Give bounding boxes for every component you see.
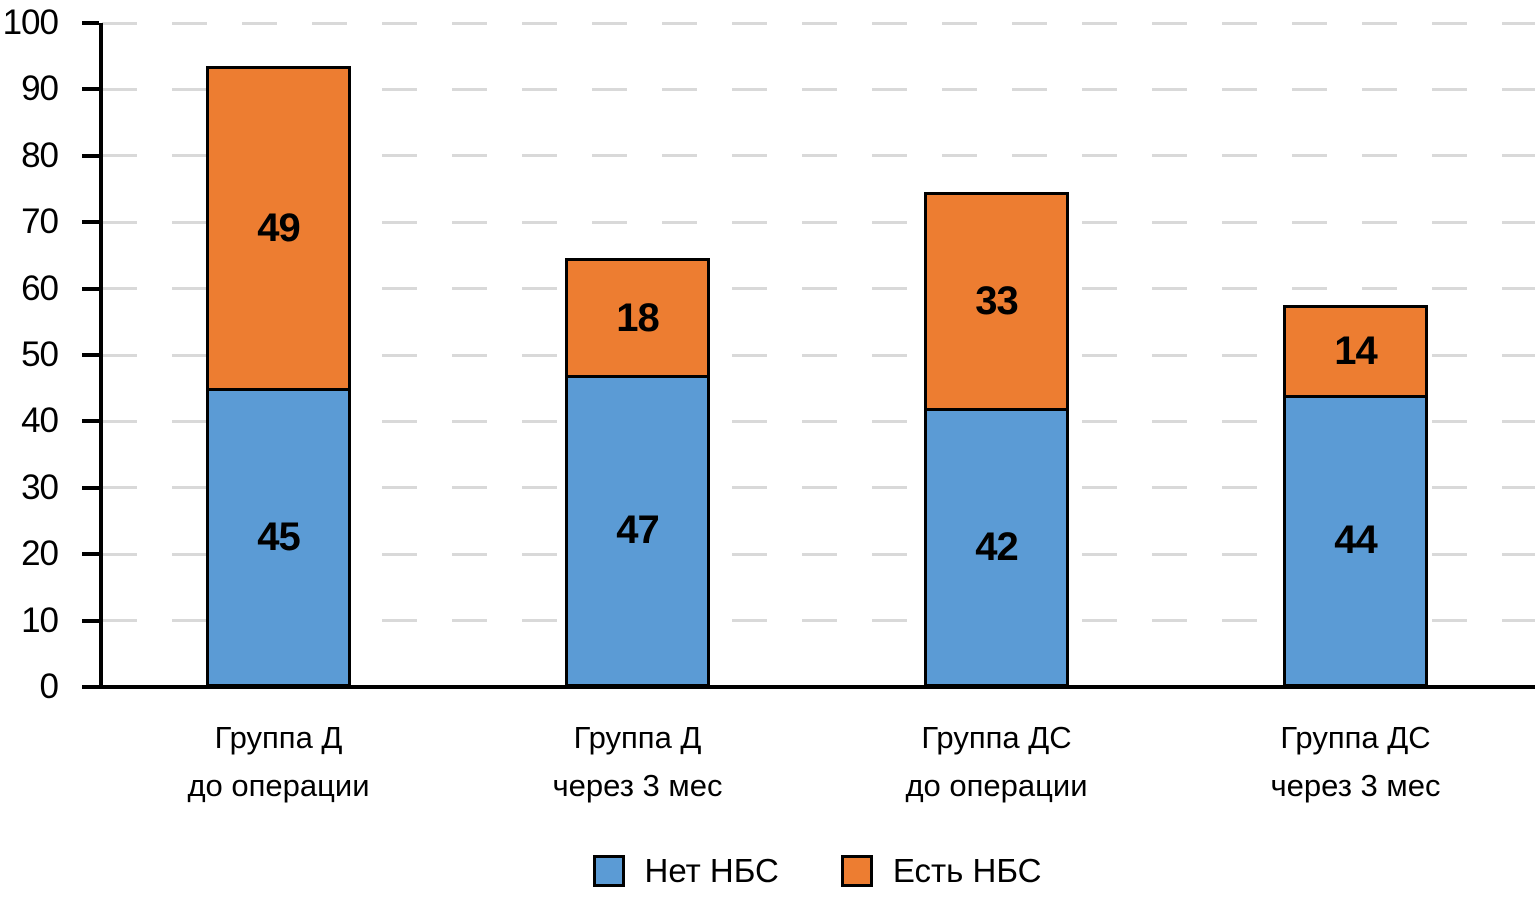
y-axis-label: 100 bbox=[2, 3, 59, 42]
x-axis-category-label: Группа Д до операции bbox=[187, 720, 370, 803]
bar-value-label: 47 bbox=[616, 508, 659, 553]
gridline-70 bbox=[102, 220, 1535, 224]
y-axis-tick bbox=[82, 618, 99, 623]
y-axis-label: 90 bbox=[21, 69, 59, 109]
y-axis-label: 0 bbox=[39, 667, 59, 706]
y-axis-tick bbox=[82, 353, 99, 357]
y-axis-tick bbox=[82, 552, 99, 557]
bar-value-label: 45 bbox=[257, 515, 300, 560]
bar-value-label: 18 bbox=[616, 295, 659, 340]
bar-4-segment-2: 14 bbox=[1283, 304, 1428, 398]
x-axis-category-label: Группа ДС до операции bbox=[905, 720, 1088, 803]
y-axis-label: 80 bbox=[21, 135, 59, 175]
y-axis-tick bbox=[82, 87, 99, 92]
y-axis-label: 70 bbox=[21, 202, 59, 242]
bar-value-label: 42 bbox=[975, 525, 1018, 570]
gridline-90 bbox=[102, 87, 1535, 91]
bar-value-label: 14 bbox=[1334, 328, 1377, 373]
gridline-30 bbox=[102, 486, 1535, 490]
y-axis-tick bbox=[82, 419, 99, 424]
y-axis-tick bbox=[82, 153, 99, 158]
y-axis-label: 40 bbox=[21, 401, 59, 441]
y-axis-label: 30 bbox=[21, 467, 59, 507]
bar-1-segment-2: 49 bbox=[206, 65, 351, 392]
legend-swatch-blue-icon bbox=[592, 855, 625, 887]
y-axis-tick bbox=[82, 685, 99, 689]
y-axis-label: 10 bbox=[21, 600, 59, 640]
legend-item-net-nbs: Нет НБС bbox=[592, 852, 779, 890]
gridline-20 bbox=[102, 552, 1535, 556]
gridline-80 bbox=[102, 154, 1535, 158]
gridline-40 bbox=[102, 419, 1535, 423]
bar-3-segment-2: 33 bbox=[924, 192, 1069, 412]
x-axis-line bbox=[99, 685, 1535, 689]
y-axis-label: 50 bbox=[21, 335, 59, 374]
legend-swatch-orange-icon bbox=[840, 855, 873, 887]
y-axis-tick bbox=[82, 21, 99, 25]
y-axis-line bbox=[99, 23, 103, 689]
bar-value-label: 49 bbox=[257, 206, 300, 250]
chart-legend: Нет НБС Есть НБС bbox=[99, 852, 1535, 890]
bar-3-segment-1: 42 bbox=[924, 408, 1069, 687]
y-axis-tick bbox=[82, 220, 99, 225]
legend-label: Нет НБС bbox=[644, 852, 779, 889]
bar-value-label: 33 bbox=[975, 279, 1018, 324]
gridline-60 bbox=[102, 287, 1535, 291]
gridline-100 bbox=[102, 21, 1535, 25]
x-axis-category-label: Группа ДС через 3 мес bbox=[1270, 720, 1441, 803]
bar-2-segment-2: 18 bbox=[565, 258, 710, 378]
bar-4-segment-1: 44 bbox=[1283, 394, 1428, 687]
legend-label: Есть НБС bbox=[892, 852, 1042, 889]
gridline-50 bbox=[102, 353, 1535, 357]
bar-2-segment-1: 47 bbox=[565, 374, 710, 687]
bar-1-segment-1: 45 bbox=[206, 388, 351, 687]
x-axis-category-label: Группа Д через 3 мес bbox=[552, 720, 723, 803]
legend-item-est-nbs: Есть НБС bbox=[840, 852, 1042, 890]
y-axis-label: 60 bbox=[21, 268, 59, 308]
gridline-10 bbox=[102, 619, 1535, 623]
y-axis-label: 20 bbox=[21, 534, 59, 574]
y-axis-tick bbox=[82, 485, 99, 490]
y-axis-tick bbox=[82, 286, 99, 291]
bar-value-label: 44 bbox=[1334, 518, 1377, 563]
